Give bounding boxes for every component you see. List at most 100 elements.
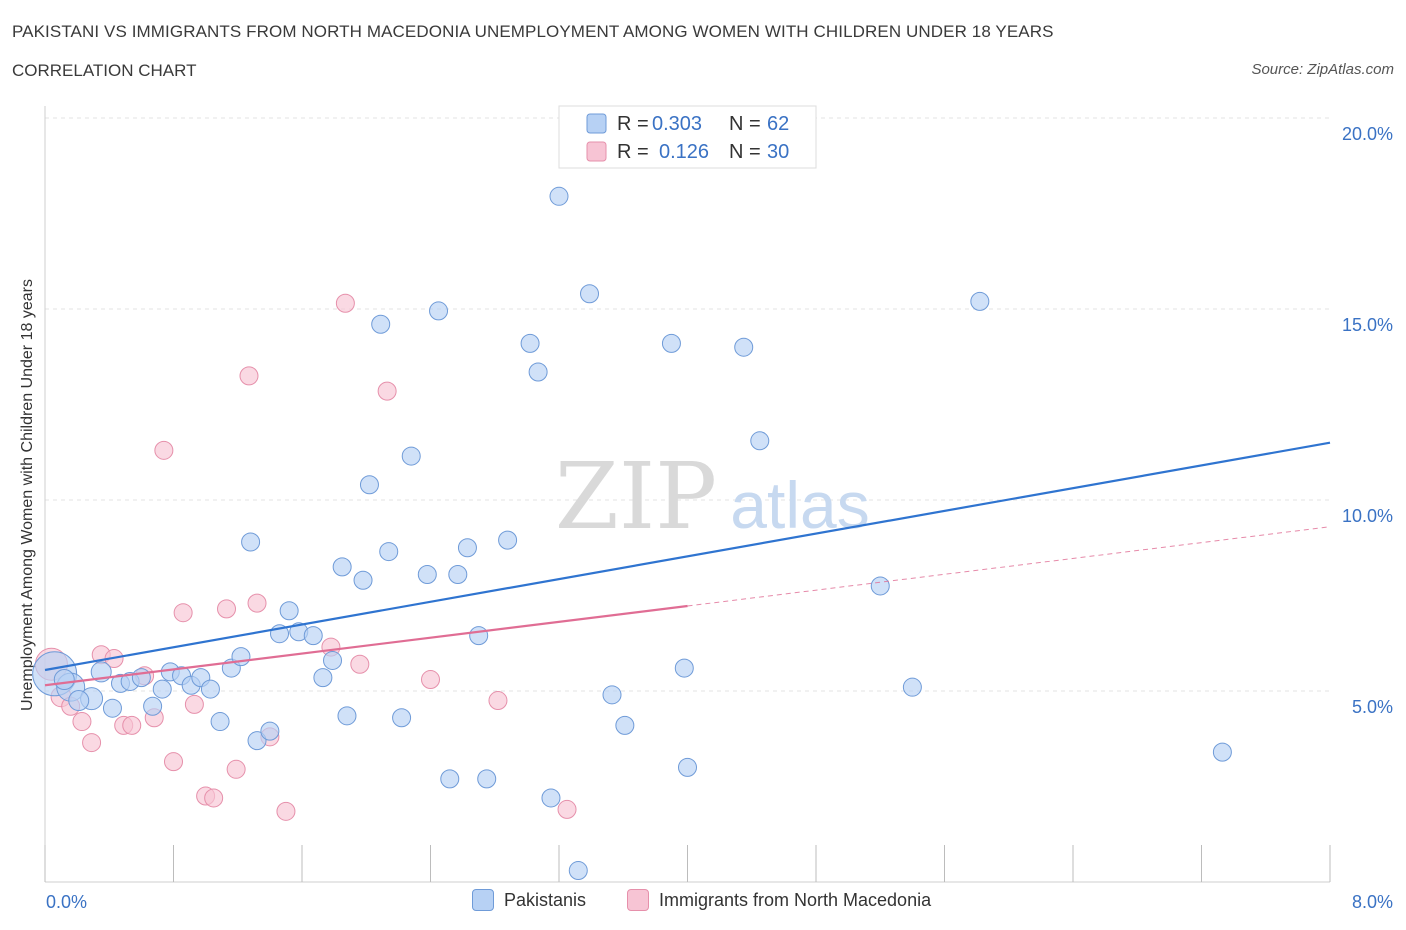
trend-line-north-macedonia [44, 604, 688, 687]
point-pakistanis-54 [678, 757, 697, 777]
point-pakistanis-10 [152, 679, 172, 699]
point-north-macedonia-11 [154, 440, 174, 460]
point-pakistanis-4 [68, 690, 90, 712]
point-pakistanis-35 [401, 446, 421, 466]
point-pakistanis-42 [477, 769, 497, 789]
point-pakistanis-40 [457, 538, 477, 558]
point-pakistanis-50 [602, 685, 622, 705]
point-north-macedonia-29 [557, 799, 577, 819]
bottom-legend-north-macedonia: Immigrants from North Macedonia [627, 889, 931, 911]
x-tick-label-1: 8.0% [1352, 892, 1393, 912]
legend-swatch-pakistanis [586, 113, 607, 134]
legend-n-value-1: 62 [767, 113, 789, 135]
watermark: ZIP atlas [555, 443, 870, 550]
point-north-macedonia-14 [184, 694, 204, 714]
point-north-macedonia-27 [421, 670, 440, 690]
point-north-macedonia-24 [335, 293, 355, 313]
point-pakistanis-21 [260, 721, 280, 741]
point-north-macedonia-3 [72, 712, 92, 732]
bottom-legend-swatch-north-macedonia [627, 889, 649, 911]
point-pakistanis-49 [580, 284, 600, 304]
point-pakistanis-23 [279, 601, 299, 621]
point-pakistanis-26 [313, 668, 333, 688]
point-north-macedonia-17 [217, 599, 237, 619]
watermark-zip: ZIP [555, 443, 717, 550]
point-pakistanis-28 [332, 557, 352, 577]
trend-line-pakistanis [44, 441, 1331, 672]
point-pakistanis-29 [337, 706, 357, 726]
legend-n-label-2: N = [729, 141, 761, 163]
point-pakistanis-33 [379, 542, 399, 562]
point-north-macedonia-18 [226, 759, 246, 779]
point-pakistanis-20 [247, 731, 267, 751]
point-north-macedonia-20 [247, 593, 267, 613]
point-north-macedonia-26 [377, 381, 397, 401]
point-pakistanis-37 [429, 301, 449, 321]
point-pakistanis-38 [440, 769, 460, 789]
point-pakistanis-59 [970, 291, 990, 311]
point-pakistanis-25 [303, 626, 323, 646]
point-pakistanis-41 [469, 626, 489, 646]
point-pakistanis-44 [520, 333, 540, 353]
grid [45, 117, 1330, 692]
legend-r-label-2: R = [617, 141, 649, 163]
source-label: Source: ZipAtlas.com [1251, 61, 1394, 78]
point-north-macedonia-28 [488, 691, 508, 711]
point-pakistanis-8 [131, 668, 151, 688]
x-tick-label-0: 0.0% [46, 892, 87, 912]
point-pakistanis-46 [541, 788, 561, 808]
trend-lines [44, 441, 1331, 687]
legend-swatch-north-macedonia [586, 141, 607, 162]
point-pakistanis-57 [870, 576, 890, 596]
point-pakistanis-52 [661, 333, 681, 353]
point-pakistanis-31 [359, 475, 379, 495]
point-pakistanis-53 [674, 658, 694, 678]
point-pakistanis-51 [615, 715, 635, 735]
point-pakistanis-34 [392, 708, 412, 728]
point-pakistanis-5 [102, 698, 122, 718]
point-pakistanis-39 [448, 564, 468, 584]
tick-labels: 5.0% 10.0% 15.0% 20.0% 0.0% 8.0% [46, 124, 1393, 912]
bottom-legend-label-north-macedonia: Immigrants from North Macedonia [659, 889, 932, 910]
legend-r-value-1: 0.303 [652, 113, 702, 135]
point-pakistanis-30 [353, 570, 373, 590]
point-north-macedonia-12 [164, 752, 183, 772]
point-pakistanis-16 [210, 712, 230, 732]
series-pakistanis-points [32, 186, 1232, 881]
y-tick-label-2: 15.0% [1342, 315, 1393, 335]
legend-n-value-2: 30 [767, 141, 789, 163]
point-pakistanis-36 [417, 564, 437, 584]
bottom-legend-pakistanis: Pakistanis [472, 889, 586, 911]
point-north-macedonia-16 [204, 788, 224, 808]
point-pakistanis-27 [323, 650, 343, 670]
point-north-macedonia-25 [350, 654, 370, 674]
bottom-legend-swatch-pakistanis [472, 889, 494, 911]
bottom-legend-label-pakistanis: Pakistanis [504, 889, 587, 910]
legend-r-label-1: R = [617, 113, 649, 135]
point-pakistanis-55 [734, 337, 754, 357]
axes [44, 106, 1331, 883]
point-north-macedonia-22 [276, 801, 296, 821]
point-pakistanis-15 [200, 679, 220, 699]
legend-box: R = 0.303 N = 62 R = 0.126 N = 30 [558, 105, 817, 169]
point-pakistanis-60 [1212, 742, 1232, 762]
y-tick-label-3: 20.0% [1342, 124, 1393, 144]
point-north-macedonia-19 [239, 366, 259, 386]
point-pakistanis-19 [241, 532, 261, 552]
point-pakistanis-61 [53, 669, 75, 691]
point-pakistanis-9 [143, 696, 163, 716]
point-north-macedonia-13 [173, 603, 193, 623]
point-pakistanis-43 [498, 530, 518, 550]
point-pakistanis-58 [902, 677, 922, 697]
chart-title: PAKISTANI VS IMMIGRANTS FROM NORTH MACED… [12, 22, 1054, 41]
y-tick-label-0: 5.0% [1352, 697, 1393, 717]
legend-r-value-2: 0.126 [659, 141, 709, 163]
point-pakistanis-45 [528, 362, 548, 382]
y-tick-label-1: 10.0% [1342, 506, 1393, 526]
series-north-macedonia-points [34, 293, 577, 821]
point-north-macedonia-8 [122, 715, 142, 735]
watermark-atlas: atlas [730, 468, 869, 542]
point-pakistanis-47 [549, 186, 569, 206]
point-pakistanis-56 [750, 431, 770, 451]
